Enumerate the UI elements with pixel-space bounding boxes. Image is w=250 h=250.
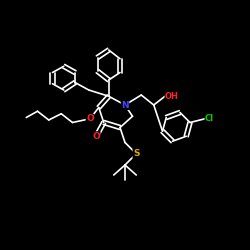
Text: O: O bbox=[92, 132, 100, 141]
Text: Cl: Cl bbox=[205, 114, 214, 123]
Text: OH: OH bbox=[165, 92, 179, 101]
Text: S: S bbox=[133, 149, 140, 158]
Text: O: O bbox=[86, 114, 94, 123]
Text: N: N bbox=[121, 100, 129, 110]
